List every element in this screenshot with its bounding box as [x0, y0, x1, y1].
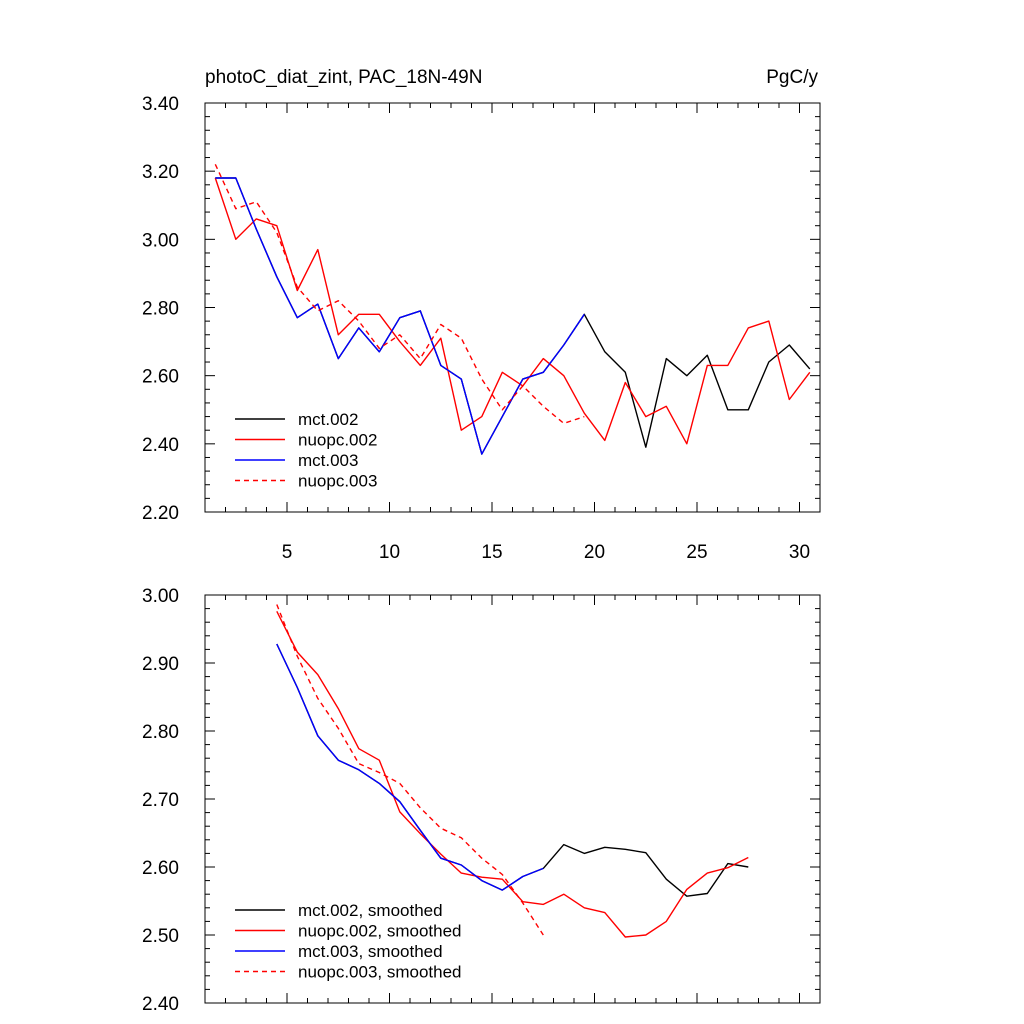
- series-line-nuopc-002-smoothed: [276, 610, 749, 938]
- x-tick-label: 30: [789, 542, 810, 563]
- y-tick-label: 2.60: [142, 367, 179, 388]
- series-line-mct-003-smoothed: [276, 643, 544, 891]
- y-tick-label: 2.40: [142, 994, 179, 1015]
- chart-title: photoC_diat_zint, PAC_18N-49N: [205, 67, 482, 88]
- series-line-nuopc-003: [214, 164, 585, 425]
- chart-panel-1: 2.20 2.40 2.60 2.80 3.00 3.20 3.40 5 10 15 20 25 30 p…: [142, 67, 821, 563]
- series-line-nuopc-003-smoothed: [276, 604, 544, 936]
- y-tick-label: 3.00: [142, 586, 179, 607]
- x-tick-label: 10: [379, 542, 400, 563]
- legend: mct.002, smoothed nuopc.002, smoothedmct.…: [235, 901, 462, 982]
- series-line-nuopc-002: [214, 177, 811, 445]
- y-tick-label: 2.60: [142, 858, 179, 879]
- legend-label: nuopc.002: [298, 431, 377, 450]
- chart-units: PgC/y: [766, 67, 818, 88]
- legend-label: mct.003, smoothed: [298, 942, 443, 961]
- y-tick-label: 3.40: [142, 94, 179, 115]
- y-tick-label: 2.90: [142, 654, 179, 675]
- series-line-mct-002-smoothed: [276, 643, 749, 897]
- legend-label: nuopc.003: [298, 472, 377, 491]
- legend-label: mct.003: [298, 451, 358, 470]
- x-tick-label: 5: [282, 542, 293, 563]
- x-tick-label: 15: [481, 542, 502, 563]
- y-tick-label: 2.80: [142, 299, 179, 320]
- chart-panel-2: 2.40 2.50 2.60 2.70 2.80 2.90 3.00 mct.002, smo…: [142, 586, 821, 1015]
- x-tick-label: 20: [584, 542, 605, 563]
- legend-label: mct.002: [298, 410, 358, 429]
- x-tick-label: 25: [686, 542, 707, 563]
- y-tick-label: 2.50: [142, 926, 179, 947]
- y-tick-label: 2.40: [142, 435, 179, 456]
- legend-label: nuopc.002, smoothed: [298, 922, 462, 941]
- legend-label: nuopc.003, smoothed: [298, 963, 462, 982]
- legend-label: mct.002, smoothed: [298, 901, 443, 920]
- y-tick-label: 2.20: [142, 503, 179, 524]
- y-tick-label: 3.00: [142, 230, 179, 251]
- y-tick-label: 2.70: [142, 790, 179, 811]
- series-line-mct-003: [215, 177, 585, 455]
- y-tick-label: 3.20: [142, 162, 179, 183]
- y-tick-label: 2.80: [142, 722, 179, 743]
